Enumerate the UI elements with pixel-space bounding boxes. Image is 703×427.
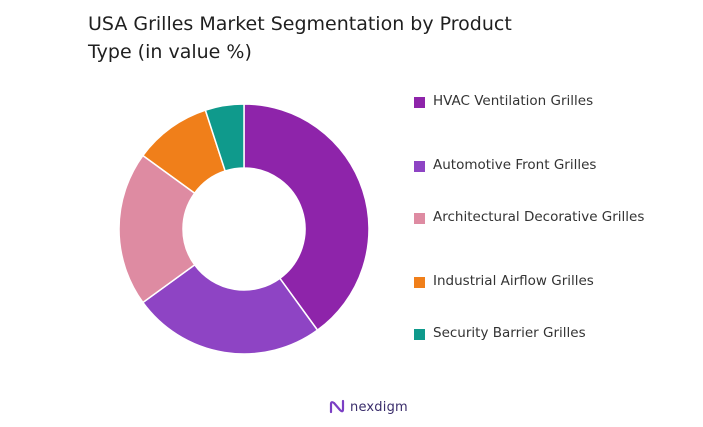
legend-label: Security Barrier Grilles <box>433 325 586 341</box>
brand-name: nexdigm <box>350 399 408 415</box>
legend-swatch <box>414 277 425 288</box>
legend-swatch <box>414 161 425 172</box>
donut-slice-3 <box>118 154 196 304</box>
donut-slice-5 <box>204 103 245 172</box>
legend-item-1: HVAC Ventilation Grilles <box>414 93 694 112</box>
legend-swatch <box>414 213 425 224</box>
chart-title: USA Grilles Market Segmentation by Produ… <box>88 13 512 63</box>
legend-swatch <box>414 97 425 108</box>
donut-slice-2 <box>141 263 319 355</box>
legend-label: Industrial Airflow Grilles <box>433 273 594 289</box>
legend-item-3: Architectural Decorative Grilles <box>414 209 694 228</box>
legend-label: Automotive Front Grilles <box>433 157 597 173</box>
legend-swatch <box>414 329 425 340</box>
brand-logo: nexdigm <box>328 398 408 416</box>
legend-item-5: Security Barrier Grilles <box>414 325 694 344</box>
legend-item-4: Industrial Airflow Grilles <box>414 273 694 292</box>
nexdigm-logo-icon <box>329 399 345 414</box>
donut-slice-1 <box>243 103 370 332</box>
legend-label: Architectural Decorative Grilles <box>433 209 645 225</box>
legend-label: HVAC Ventilation Grilles <box>433 93 594 109</box>
legend-item-2: Automotive Front Grilles <box>414 157 694 176</box>
